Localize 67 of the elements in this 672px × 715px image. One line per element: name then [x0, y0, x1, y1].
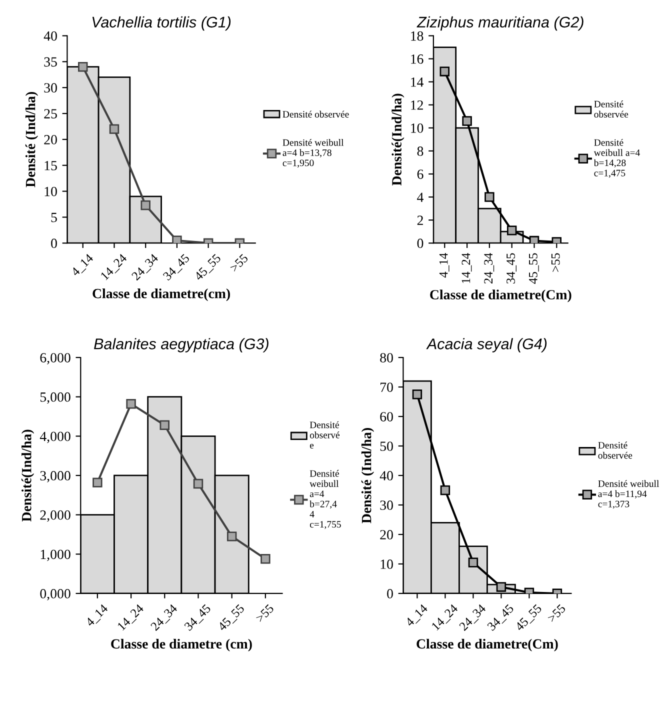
y-tick-label: 3,000	[40, 471, 70, 482]
y-tick-label: 20	[380, 530, 393, 540]
y-tick-label: 70	[380, 382, 393, 392]
x-axis-title: Classe de diametre(Cm)	[416, 638, 558, 652]
y-tick-label: 2,000	[40, 510, 70, 522]
y-tick-label: 30	[44, 83, 57, 93]
chart-title: Balanites aegyptiaca (G3)	[94, 338, 268, 352]
y-tick-label: 5,000	[40, 392, 70, 404]
y-tick-label: 14	[411, 77, 424, 87]
y-tick-label: 40	[380, 471, 393, 480]
x-tick-label: 4_14	[85, 604, 110, 628]
x-axis-title: Classe de diametre (cm)	[111, 638, 252, 652]
y-tick-label: 20	[44, 135, 57, 144]
x-tick-label: 34_45	[506, 253, 516, 284]
y-tick-label: 15	[44, 160, 57, 170]
x-tick-label: >55	[551, 253, 560, 272]
legend-label: Densité weibull a=4 b=14,28 c=1,475	[594, 138, 640, 178]
legend-label: Densité weibull a=4 b=11,94 c=1,373	[598, 480, 659, 509]
y-tick-label: 80	[380, 353, 393, 362]
x-tick-label: >55	[547, 604, 566, 623]
y-tick-label: 4,000	[40, 432, 70, 444]
legend-label: Densité observé e	[310, 421, 340, 449]
y-tick-label: 1,000	[40, 550, 70, 562]
chart-title: Vachellia tortilis (G1)	[92, 16, 231, 31]
legend-label: Densité observée	[282, 110, 349, 118]
y-axis-title: Densité(Ind/ha)	[22, 430, 34, 522]
y-axis-title: Densité (Ind/ha)	[25, 92, 38, 188]
y-axis-title: Densité(Ind/ha)	[392, 94, 404, 186]
x-tick-label: 14_24	[462, 253, 472, 283]
y-tick-label: 8	[417, 146, 424, 156]
y-tick-label: 30	[380, 500, 393, 510]
x-tick-label: 4_14	[404, 604, 430, 628]
y-tick-label: 6,000	[40, 353, 70, 364]
x-tick-label: 4_14	[439, 253, 450, 278]
y-axis-title: Densité (Ind/ha)	[361, 428, 374, 524]
y-tick-label: 2	[417, 216, 423, 225]
y-tick-label: 12	[411, 100, 423, 110]
y-tick-label: 18	[411, 31, 424, 41]
x-axis-title: Classe de diametre(cm)	[92, 288, 230, 302]
legend-label: Densité observée	[594, 100, 628, 118]
legend-label: Densité observée	[598, 442, 632, 459]
chart-title: Ziziphus mauritiana (G2)	[416, 16, 584, 31]
x-tick-label: 4_14	[70, 253, 95, 278]
y-tick-label: 0	[417, 238, 424, 248]
x-tick-label: >55	[255, 604, 274, 623]
y-tick-label: 40	[44, 31, 57, 41]
x-tick-label: >55	[230, 254, 248, 272]
chart-title: Acacia seyal (G4)	[426, 338, 547, 352]
y-tick-label: 4	[417, 192, 424, 202]
legend-label: Densité weibull a=4 b=27,4 4 c=1,755	[310, 470, 341, 530]
y-tick-label: 6	[417, 170, 424, 179]
y-tick-label: 0	[387, 589, 393, 598]
y-tick-label: 60	[380, 412, 393, 422]
y-tick-label: 5	[51, 212, 57, 222]
y-tick-label: 50	[380, 442, 393, 451]
x-tick-label: 24_34	[484, 253, 494, 284]
y-tick-label: 10	[44, 186, 57, 196]
y-tick-label: 16	[411, 54, 424, 64]
legend-label: Densité weibull a=4 b=13,78 c=1,950	[282, 138, 344, 168]
y-tick-label: 0	[51, 238, 57, 248]
y-tick-label: 25	[44, 109, 57, 118]
y-tick-label: 10	[411, 123, 424, 133]
y-tick-label: 10	[380, 560, 393, 569]
y-tick-label: 35	[44, 57, 57, 67]
x-tick-label: 45_55	[529, 253, 539, 284]
y-tick-label: 0,000	[40, 589, 70, 600]
x-axis-title: Classe de diametre(Cm)	[430, 290, 572, 302]
